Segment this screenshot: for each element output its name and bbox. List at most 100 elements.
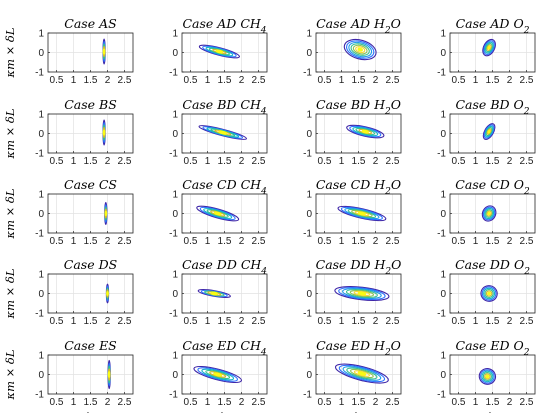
panel-case-dd-ch4: 0.5 1 1.5 2 2.5 -1 0 1 Case DD CH4: [169, 257, 268, 327]
x-tick-label: 2.5: [252, 156, 266, 167]
y-tick-label: -1: [169, 229, 178, 240]
x-tick-label: 1: [71, 316, 77, 327]
y-tick-label: -1: [169, 390, 178, 401]
contour-level: [104, 210, 108, 217]
contour-group: [482, 38, 496, 57]
contour-level: [352, 126, 379, 137]
y-tick-label: 0: [172, 48, 178, 59]
contour-level: [202, 45, 237, 58]
y-tick-label: 0: [306, 209, 312, 220]
contour-level: [357, 211, 366, 216]
x-tick-label: 0.5: [50, 236, 64, 247]
contour-level: [357, 47, 364, 52]
x-tick-label: 0.5: [50, 75, 64, 86]
y-tick-label: 1: [38, 110, 44, 121]
x-tick-label: 0.5: [452, 316, 466, 327]
panel-case-ad-h2o: 0.5 1 1.5 2 2.5 -1 0 1 Case AD H2O: [303, 16, 402, 86]
panel-title: Case ED CH4: [182, 338, 266, 358]
y-tick-label: -1: [35, 309, 44, 320]
y-tick-label: -1: [437, 149, 446, 160]
panel-title: Case BS: [64, 97, 117, 112]
contour-level: [482, 123, 496, 140]
y-tick-label: 1: [306, 29, 312, 40]
y-tick-label: 1: [306, 190, 312, 201]
x-tick-label: 1: [205, 397, 211, 408]
contour-group: [478, 368, 497, 385]
contour-level: [482, 371, 493, 381]
x-tick-label: 1: [339, 397, 345, 408]
x-tick-label: 1: [473, 316, 479, 327]
panel-title: Case CS: [64, 177, 117, 192]
contour-level: [361, 129, 369, 134]
x-tick-label: 1.5: [218, 236, 232, 247]
x-tick-label: 0.5: [452, 397, 466, 408]
x-tick-label: 0.5: [184, 397, 198, 408]
contour-level: [483, 124, 495, 139]
contour-group: [346, 124, 385, 139]
y-tick-label: 1: [306, 270, 312, 281]
contour-level: [482, 38, 496, 57]
y-tick-label: 0: [440, 48, 446, 59]
contour-group: [198, 44, 240, 59]
contour-level: [353, 370, 370, 377]
x-tick-label: 1: [71, 397, 77, 408]
panel-title: Case ED O2: [456, 338, 530, 358]
contour-group: [198, 125, 248, 140]
y-tick-label: 1: [38, 270, 44, 281]
x-tick-label: 1.5: [218, 75, 232, 86]
x-tick-label: 1: [205, 75, 211, 86]
contour-level: [107, 371, 111, 378]
y-tick-label: 1: [38, 351, 44, 362]
panel-case-ed-h2o: 0.5 1 1.5 2 2.5 -1 0 1 Case ED H2O ω̇+: [303, 338, 402, 413]
x-tick-label: 1: [339, 236, 345, 247]
x-tick-label: 0.5: [452, 75, 466, 86]
contour-group: [193, 365, 242, 384]
y-tick-label: -1: [437, 68, 446, 79]
y-tick-label: 0: [306, 370, 312, 381]
contour-level: [353, 290, 371, 297]
y-axis-label: κm × δL: [3, 109, 17, 160]
x-tick-label: 1.5: [486, 75, 500, 86]
panel-title: Case ES: [64, 338, 117, 353]
contour-level: [197, 289, 231, 298]
x-tick-label: 1.5: [218, 397, 232, 408]
x-tick-label: 2.5: [118, 316, 132, 327]
panel-title: Case BD O2: [455, 97, 529, 117]
y-tick-label: 1: [306, 110, 312, 121]
y-tick-label: 1: [440, 110, 446, 121]
contour-level: [344, 207, 380, 220]
panel-title: Case BD H2O: [316, 97, 401, 117]
contour-level: [201, 368, 235, 381]
x-tick-label: 2.5: [386, 156, 400, 167]
y-tick-label: -1: [35, 68, 44, 79]
contour-group: [480, 285, 498, 302]
x-tick-label: 0.5: [184, 75, 198, 86]
contour-level: [213, 372, 223, 377]
x-tick-label: 2.5: [252, 75, 266, 86]
x-tick-label: 2.5: [386, 75, 400, 86]
x-tick-label: 1.5: [486, 397, 500, 408]
contour-level: [349, 125, 382, 138]
contour-level: [199, 206, 236, 221]
y-tick-label: -1: [35, 229, 44, 240]
x-tick-label: 1: [473, 75, 479, 86]
x-tick-label: 2.5: [386, 397, 400, 408]
y-tick-label: 1: [172, 351, 178, 362]
panel-case-bd-ch4: 0.5 1 1.5 2 2.5 -1 0 1 Case BD CH4: [169, 97, 268, 167]
x-tick-label: 2: [239, 316, 245, 327]
x-tick-label: 1.5: [486, 236, 500, 247]
contour-level: [484, 41, 494, 54]
contour-level: [481, 370, 494, 383]
x-tick-label: 1: [205, 236, 211, 247]
contour-level: [349, 289, 375, 298]
x-tick-label: 2.5: [252, 236, 266, 247]
panel-title: Case AS: [64, 16, 116, 31]
panel-case-ds: 0.5 1 1.5 2 2.5 -1 0 1 Case DS κm × δL: [3, 257, 134, 327]
contour-group: [104, 202, 108, 225]
x-tick-label: 2.5: [118, 236, 132, 247]
y-tick-label: -1: [35, 390, 44, 401]
panel-title: Case CD O2: [455, 177, 530, 197]
x-tick-label: 1: [473, 397, 479, 408]
contour-level: [482, 206, 496, 221]
x-axis-label: ω̇+: [483, 410, 502, 413]
